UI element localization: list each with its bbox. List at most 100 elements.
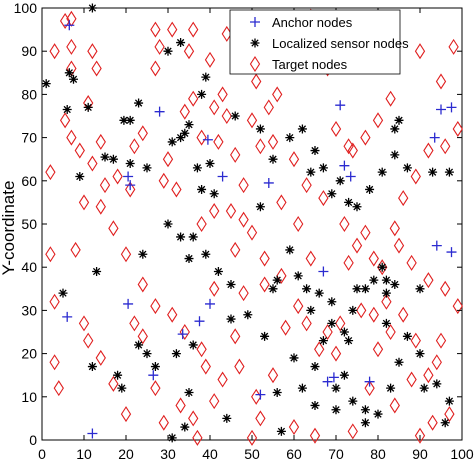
legend-label: Target nodes xyxy=(272,57,348,72)
sensor-node-point xyxy=(184,254,194,264)
sensor-node-point xyxy=(184,387,194,397)
anchor-node-point xyxy=(429,132,440,143)
sensor-node-point xyxy=(285,245,295,255)
anchor-node-point xyxy=(255,389,266,400)
target-node-point xyxy=(267,133,279,150)
target-node-point xyxy=(95,349,106,366)
sensor-node-point xyxy=(184,120,194,130)
sensor-node-point xyxy=(327,318,337,328)
sensor-node-point xyxy=(69,74,78,84)
target-node-point xyxy=(66,38,77,55)
sensor-node-point xyxy=(213,267,223,277)
target-node-point xyxy=(276,194,287,211)
target-node-point xyxy=(188,21,199,38)
target-node-point xyxy=(179,323,190,341)
target-node-point xyxy=(360,129,371,146)
sensor-node-point xyxy=(348,396,358,406)
target-node-point xyxy=(444,406,455,423)
target-node-point xyxy=(280,319,291,336)
target-node-point xyxy=(356,302,367,319)
target-node-point xyxy=(318,190,329,207)
target-node-point xyxy=(137,328,148,345)
sensor-node-point xyxy=(192,163,202,173)
x-tick-label: 90 xyxy=(412,446,428,462)
anchor-node-point xyxy=(87,428,98,439)
x-tick-label: 40 xyxy=(202,446,218,462)
y-tick-label: 100 xyxy=(14,0,38,16)
sensor-node-point xyxy=(142,349,152,359)
target-node-point xyxy=(246,429,258,446)
sensor-node-point xyxy=(272,387,282,397)
sensor-node-point xyxy=(205,159,215,169)
target-node-point xyxy=(213,133,224,150)
target-node-point xyxy=(347,142,358,159)
y-tick-label: 80 xyxy=(21,86,37,102)
sensor-node-point xyxy=(390,279,400,289)
anchor-node-point xyxy=(148,370,159,381)
sensor-node-point xyxy=(344,336,354,346)
target-node-point xyxy=(414,427,426,444)
legend-label: Anchor nodes xyxy=(272,15,353,30)
y-axis-ticks: 0 10 20 30 40 50 60 70 80 90 100 xyxy=(14,0,462,448)
target-node-point xyxy=(59,112,71,129)
sensor-node-point xyxy=(62,105,72,115)
sensor-node-point xyxy=(276,426,286,436)
sensor-node-point xyxy=(255,124,265,134)
sensor-node-point xyxy=(87,3,97,13)
anchor-node-point xyxy=(322,376,333,387)
target-node-point xyxy=(150,298,161,315)
target-node-point xyxy=(423,142,434,159)
sensor-node-point xyxy=(310,400,320,410)
sensor-node-point xyxy=(373,409,383,419)
target-node-point xyxy=(87,155,98,172)
target-node-point xyxy=(368,306,379,323)
target-node-point xyxy=(288,419,300,436)
sensor-node-point xyxy=(360,418,370,428)
anchor-node-point xyxy=(436,104,446,115)
sensor-node-point xyxy=(344,197,354,207)
target-node-point xyxy=(129,315,140,332)
sensor-node-point xyxy=(432,379,442,389)
target-node-point xyxy=(410,168,421,185)
target-node-point xyxy=(200,358,211,375)
target-node-point xyxy=(452,120,463,137)
sensor-node-point xyxy=(201,249,211,259)
sensor-node-point xyxy=(339,327,349,337)
target-node-point xyxy=(251,73,262,90)
y-tick-label: 0 xyxy=(29,432,37,448)
target-node-point xyxy=(78,194,90,211)
target-node-point xyxy=(389,397,400,414)
target-node-point xyxy=(150,380,161,397)
x-tick-label: 100 xyxy=(450,446,474,462)
sensor-node-point xyxy=(386,383,396,393)
target-node-point xyxy=(99,177,111,194)
sensor-node-point xyxy=(381,275,391,285)
target-node-point xyxy=(440,138,451,155)
target-node-point xyxy=(435,73,447,90)
target-node-point xyxy=(385,90,396,107)
target-node-point xyxy=(150,60,161,77)
target-node-point xyxy=(137,125,148,142)
target-node-point xyxy=(45,164,56,181)
target-node-point xyxy=(435,332,447,349)
target-node-point xyxy=(372,341,384,358)
legend-anchor-marker xyxy=(250,17,260,27)
anchor-node-point xyxy=(263,177,274,188)
x-tick-label: 50 xyxy=(244,446,260,462)
sensor-node-point xyxy=(167,137,177,147)
target-node-point xyxy=(414,43,426,60)
target-node-point xyxy=(272,86,283,103)
target-node-point xyxy=(389,220,400,237)
sensor-node-point xyxy=(331,383,341,393)
target-node-point xyxy=(343,138,354,155)
x-tick-label: 0 xyxy=(38,446,46,462)
x-tick-label: 30 xyxy=(160,446,176,462)
target-node-point xyxy=(238,285,249,302)
sensor-node-point xyxy=(390,124,400,134)
sensor-node-point xyxy=(348,305,358,315)
target-node-point xyxy=(448,38,459,55)
sensor-node-point xyxy=(302,284,312,294)
sensor-node-point xyxy=(415,284,425,294)
y-tick-label: 40 xyxy=(21,259,37,275)
